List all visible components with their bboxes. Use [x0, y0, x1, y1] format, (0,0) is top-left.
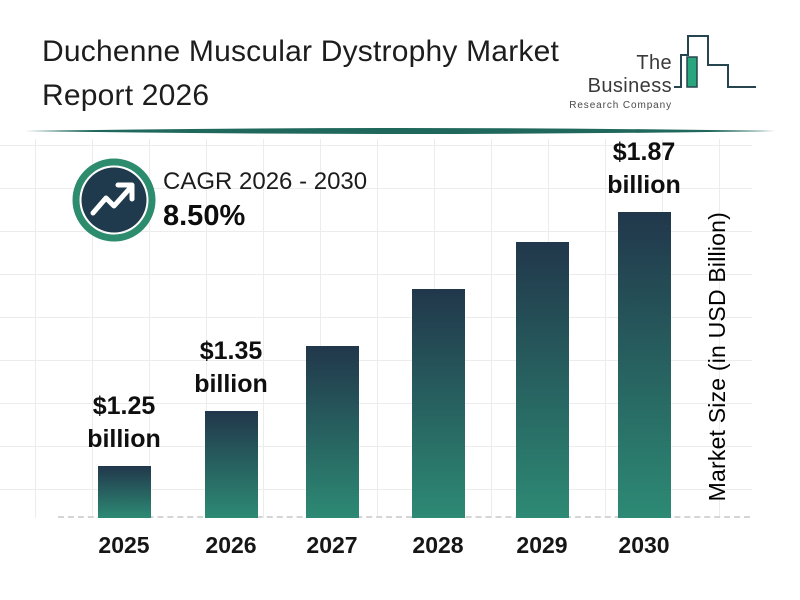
cagr-value: 8.50% [163, 200, 246, 232]
bar-2027 [305, 346, 359, 518]
bar-buildings-logo-icon [674, 35, 756, 88]
value-amount: $1.25 [92, 392, 156, 420]
cagr-label: CAGR 2026 - 2030 [163, 168, 368, 195]
trend-up-icon [72, 158, 156, 242]
value-unit: billion [607, 171, 681, 199]
page-title-line2: Report 2026 [42, 79, 210, 112]
x-tick-2027: 2027 [306, 532, 358, 558]
bar-2025 [97, 466, 151, 518]
page-title-line1: Duchenne Muscular Dystrophy Market [42, 35, 560, 68]
x-tick-2025: 2025 [98, 532, 150, 558]
bar-2028 [411, 289, 465, 518]
value-unit: billion [87, 425, 161, 453]
bar-2030 [617, 212, 671, 518]
x-tick-2026: 2026 [205, 532, 257, 558]
value-amount: $1.87 [612, 138, 676, 166]
y-axis-label: Market Size (in USD Billion) [704, 212, 730, 502]
bar-2029 [515, 242, 569, 518]
divider-line [25, 128, 775, 134]
logo-subname: Research Company [569, 100, 672, 111]
value-label-2026: $1.35 billion [161, 335, 301, 401]
x-axis-baseline [58, 516, 750, 518]
value-label-2025: $1.25 billion [54, 390, 194, 456]
value-amount: $1.35 [199, 337, 263, 365]
logo: The Business Research Company [560, 52, 672, 111]
cagr-callout: CAGR 2026 - 2030 8.50% [163, 168, 367, 233]
x-tick-2030: 2030 [618, 532, 670, 558]
x-tick-2029: 2029 [516, 532, 568, 558]
bar-2026 [204, 411, 258, 518]
x-tick-2028: 2028 [412, 532, 464, 558]
logo-name: The Business [587, 52, 672, 97]
value-unit: billion [194, 370, 268, 398]
page-title: Duchenne Muscular Dystrophy Market Repor… [42, 30, 572, 118]
value-label-2030: $1.87 billion [574, 136, 714, 202]
